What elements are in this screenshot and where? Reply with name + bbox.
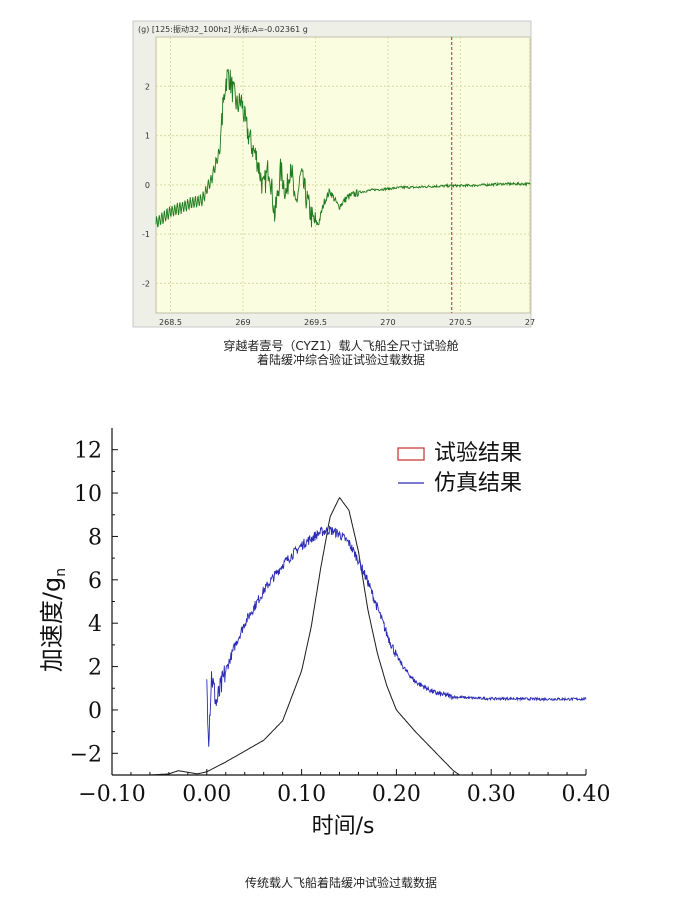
legend-swatch-test	[397, 447, 425, 461]
x-tick-label: 269.5	[304, 318, 327, 327]
test-trace-line	[155, 68, 531, 228]
x-tick-label: 0.00	[182, 782, 231, 807]
x-tick-label: 0.30	[467, 782, 516, 807]
comparison-overload-chart: −2 0 2 4 6 8 10 12 −0.10 0.00 0.10 0.20 0.30 0.40 试验结…	[38, 428, 611, 839]
y-tick-label: −2	[70, 742, 102, 767]
x-tick-label: 27	[525, 318, 535, 327]
y-tick-label: 8	[88, 525, 102, 550]
y-tick-label: 0	[88, 699, 102, 724]
y-tick-label: 12	[74, 439, 102, 464]
y-tick-label: 0	[145, 181, 150, 190]
x-tick-label: 270.5	[449, 318, 472, 327]
x-tick-label: 270	[380, 318, 395, 327]
x-axis-label: 时间/s	[312, 814, 375, 839]
y-axis-label: 加速度/gn	[38, 568, 69, 672]
y-tick-label: 4	[88, 612, 102, 637]
plot-area	[155, 36, 531, 314]
x-tick-label: 0.10	[277, 782, 326, 807]
series-sim-line	[206, 525, 587, 747]
y-tick-label: 1	[145, 132, 150, 141]
caption-line-2: 着陆缓冲综合验证试验过载数据	[256, 353, 425, 367]
y-tick-label: 6	[88, 569, 102, 594]
comparison-chart-panel: −2 0 2 4 6 8 10 12 −0.10 0.00 0.10 0.20 0.30 0.40 试验结…	[0, 390, 682, 860]
test-chart-caption: 穿越者壹号（CYZ1）载人飞船全尺寸试验舱 着陆缓冲综合验证试验过载数据	[0, 339, 682, 367]
chart-legend: 试验结果 仿真结果	[397, 441, 522, 496]
test-chart-panel: (g) [125:振动32_100hz] 光标:A=-0.02361 g 2 1 0…	[0, 0, 682, 380]
test-overload-chart: (g) [125:振动32_100hz] 光标:A=-0.02361 g 2 1 0…	[132, 20, 535, 328]
x-tick-label: −0.10	[78, 782, 145, 807]
x-tick-label: 0.20	[372, 782, 421, 807]
comparison-chart-caption: 传统载人飞船着陆缓冲试验过载数据	[244, 876, 437, 890]
x-tick-label: 0.40	[562, 782, 611, 807]
caption-line-1: 穿越者壹号（CYZ1）载人飞船全尺寸试验舱	[223, 339, 459, 353]
y-axis-label-text: 加速度/g	[38, 577, 66, 672]
y-tick-label: 2	[88, 656, 102, 681]
y-tick-label: -2	[142, 279, 150, 288]
y-tick-label: 10	[74, 482, 102, 507]
y-tick-label: -1	[142, 230, 150, 239]
legend-label-test: 试验结果	[434, 441, 522, 466]
y-tick-label: 2	[145, 82, 150, 91]
x-tick-label: 269	[235, 318, 250, 327]
legend-label-sim: 仿真结果	[434, 471, 522, 496]
chart-header-text: (g) [125:振动32_100hz] 光标:A=-0.02361 g	[138, 24, 308, 34]
x-axis-label-text: 时间/s	[312, 814, 375, 839]
y-axis-label-subscript: n	[53, 568, 69, 577]
x-tick-label: 268.5	[159, 318, 182, 327]
series-test-line	[149, 496, 463, 776]
